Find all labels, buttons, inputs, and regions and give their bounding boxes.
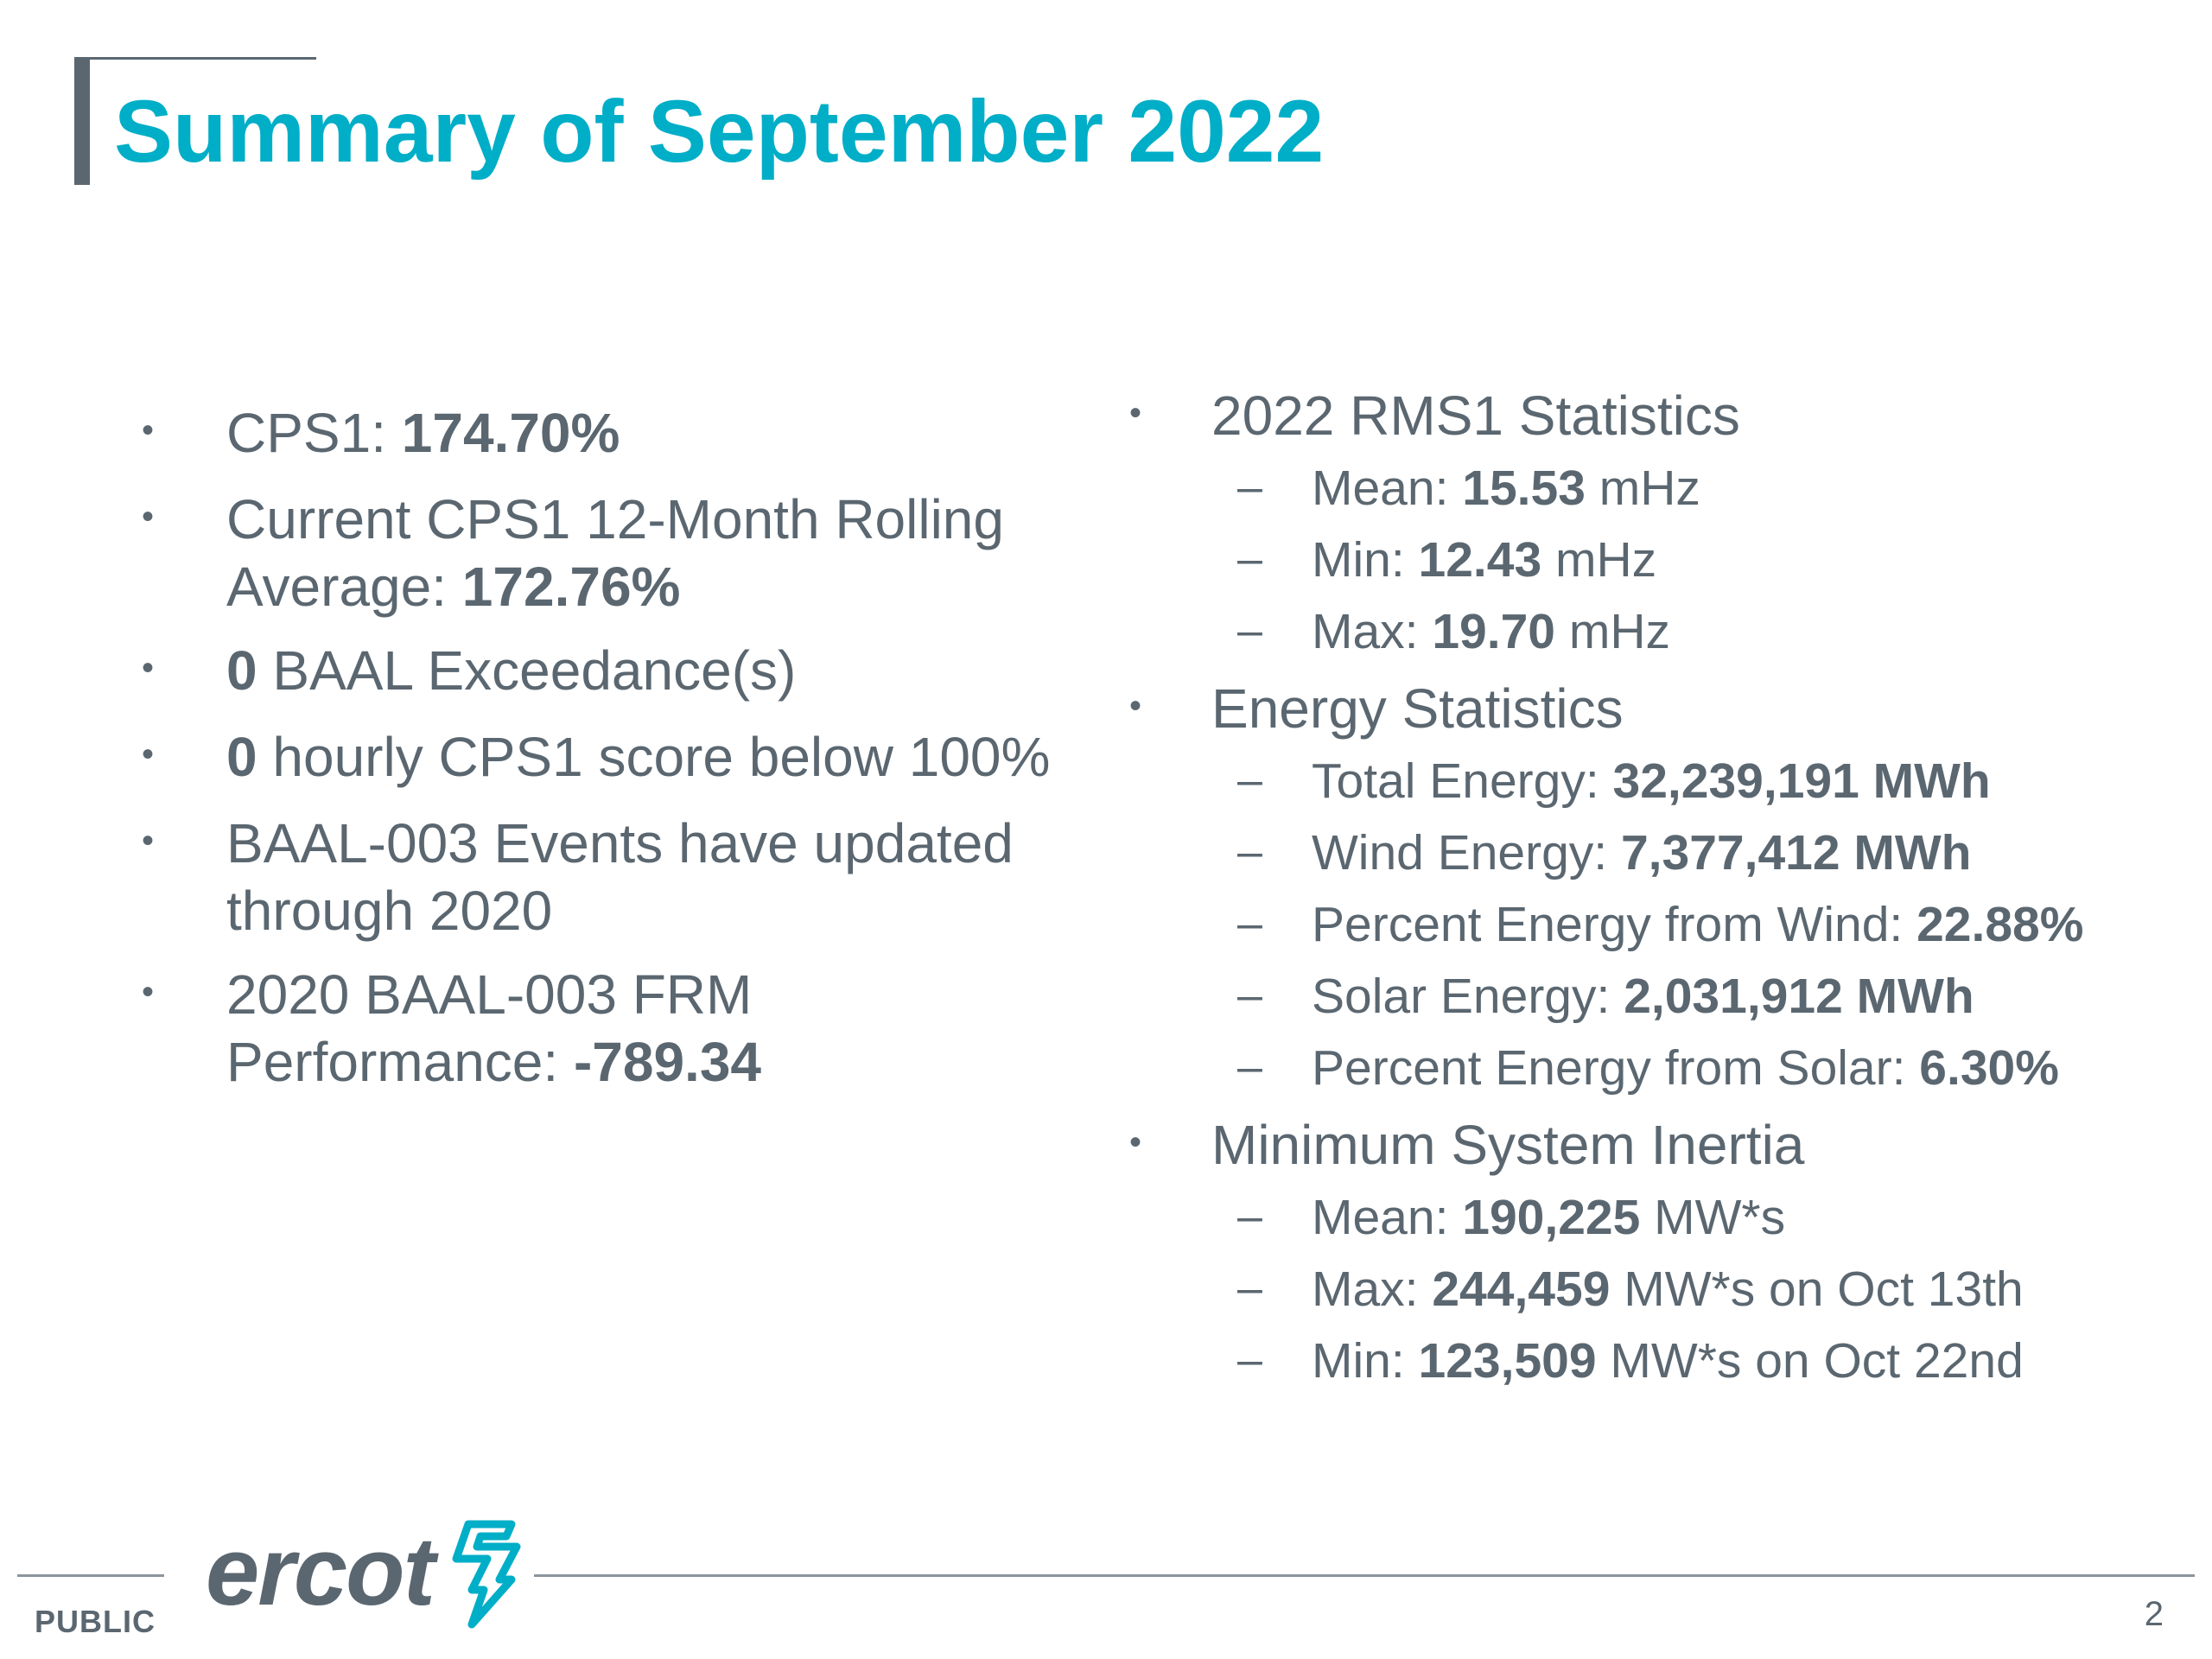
bullet-dot-icon: •	[142, 411, 155, 449]
slide-title: Summary of September 2022	[114, 82, 1325, 181]
sub-bullet-dash-icon: –	[1237, 1042, 1262, 1092]
label-text: Max:	[1312, 604, 1433, 659]
sub-bullet-dash-icon: –	[1237, 606, 1262, 656]
value-text: 0	[226, 639, 257, 702]
lightning-bolt-icon	[452, 1520, 521, 1629]
value-text: 174.70%	[401, 402, 620, 464]
label-text: Wind Energy:	[1312, 825, 1621, 880]
sub-bullet-dash-icon: –	[1237, 899, 1262, 949]
right-bullet-heading: 2022 RMS1 Statistics	[1211, 385, 1740, 447]
right-sub-bullet: Mean: 15.53 mHz	[1312, 458, 1700, 518]
label-text: Min:	[1312, 1333, 1419, 1389]
left-bullet-line: Average: 172.76%	[226, 553, 680, 620]
value-text: 15.53	[1462, 461, 1586, 516]
label-text: through 2020	[226, 880, 553, 942]
label-text: Total Energy:	[1312, 753, 1613, 809]
sub-bullet-dash-icon: –	[1237, 827, 1262, 877]
left-bullet-line: Performance: -789.34	[226, 1028, 761, 1096]
value-text: 2,031,912 MWh	[1624, 969, 1974, 1024]
right-sub-bullet: Max: 19.70 mHz	[1312, 601, 1670, 662]
sub-bullet-dash-icon: –	[1237, 534, 1262, 584]
bullet-dot-icon: •	[142, 973, 155, 1011]
right-sub-bullet: Max: 244,459 MW*s on Oct 13th	[1312, 1259, 2024, 1319]
sub-bullet-dash-icon: –	[1237, 1263, 1262, 1313]
footer-rule-right	[534, 1574, 2195, 1577]
value-text: 190,225	[1462, 1190, 1641, 1245]
label-text: Max:	[1312, 1262, 1433, 1317]
left-bullet-line: Current CPS1 12-Month Rolling	[226, 486, 1004, 553]
value-text: 22.88%	[1916, 897, 2084, 952]
bullet-dot-icon: •	[142, 498, 155, 536]
label-text: hourly CPS1 score below 100%	[257, 726, 1051, 788]
title-accent-rule	[74, 57, 316, 60]
value-text: 6.30%	[1919, 1040, 2059, 1096]
bullet-dot-icon: •	[1129, 394, 1142, 432]
label-text: MW*s on Oct 13th	[1610, 1262, 2024, 1317]
label-text: mHz	[1541, 532, 1657, 588]
bullet-dot-icon: •	[142, 822, 155, 860]
left-bullet-line: 2020 BAAL-003 FRM	[226, 961, 752, 1028]
right-bullet-heading: Energy Statistics	[1211, 677, 1624, 740]
right-bullet-heading: Minimum System Inertia	[1211, 1114, 1805, 1176]
value-text: -789.34	[573, 1031, 761, 1093]
right-sub-bullet: Percent Energy from Wind: 22.88%	[1312, 894, 2083, 955]
left-bullet-line: CPS1: 174.70%	[226, 399, 620, 467]
value-text: 32,239,191 MWh	[1612, 753, 1991, 809]
logo-wordmark: ercot	[206, 1516, 435, 1625]
value-text: 244,459	[1432, 1262, 1611, 1317]
ercot-logo: ercot	[206, 1512, 532, 1630]
right-sub-bullet: Min: 123,509 MW*s on Oct 22nd	[1312, 1331, 2024, 1391]
label-text: 2020 BAAL-003 FRM	[226, 963, 753, 1026]
right-sub-bullet: Percent Energy from Solar: 6.30%	[1312, 1038, 2059, 1098]
sub-bullet-dash-icon: –	[1237, 1335, 1262, 1385]
label-text: mHz	[1585, 461, 1700, 516]
right-sub-bullet: Solar Energy: 2,031,912 MWh	[1312, 966, 1974, 1027]
bullet-dot-icon: •	[1129, 1123, 1142, 1161]
value-text: 123,509	[1418, 1333, 1597, 1389]
sub-bullet-dash-icon: –	[1237, 462, 1262, 512]
footer-rule-left	[17, 1574, 164, 1577]
label-text: BAAL Exceedance(s)	[257, 639, 797, 702]
sub-bullet-dash-icon: –	[1237, 755, 1262, 805]
bullet-dot-icon: •	[142, 649, 155, 687]
right-sub-bullet: Mean: 190,225 MW*s	[1312, 1187, 1785, 1248]
bullet-dot-icon: •	[142, 735, 155, 773]
value-text: 12.43	[1418, 532, 1542, 588]
label-text: Mean:	[1312, 1190, 1463, 1245]
label-text: Percent Energy from Solar:	[1312, 1040, 1920, 1096]
label-text: Performance:	[226, 1031, 574, 1093]
label-text: Mean:	[1312, 461, 1463, 516]
left-bullet-line: through 2020	[226, 877, 552, 944]
page-number: 2	[2144, 1595, 2164, 1633]
label-text: MW*s	[1640, 1190, 1786, 1245]
label-text: BAAL-003 Events have updated	[226, 812, 1014, 874]
sub-bullet-dash-icon: –	[1237, 1192, 1262, 1242]
label-text: Percent Energy from Wind:	[1312, 897, 1917, 952]
label-text: mHz	[1555, 604, 1670, 659]
value-text: 172.76%	[461, 556, 681, 618]
sub-bullet-dash-icon: –	[1237, 970, 1262, 1020]
label-text: CPS1:	[226, 402, 402, 464]
footer-classification-label: PUBLIC	[35, 1604, 156, 1639]
left-bullet-line: 0 hourly CPS1 score below 100%	[226, 723, 1050, 791]
title-accent-bar	[74, 57, 90, 185]
label-text: Solar Energy:	[1312, 969, 1624, 1024]
label-text: Current CPS1 12-Month Rolling	[226, 488, 1004, 550]
value-text: 7,377,412 MWh	[1620, 825, 1972, 880]
bullet-dot-icon: •	[1129, 687, 1142, 725]
right-sub-bullet: Min: 12.43 mHz	[1312, 530, 1656, 590]
label-text: Average:	[226, 556, 462, 618]
label-text: Min:	[1312, 532, 1419, 588]
label-text: MW*s on Oct 22nd	[1596, 1333, 2024, 1389]
right-sub-bullet: Total Energy: 32,239,191 MWh	[1312, 751, 1991, 811]
value-text: 19.70	[1432, 604, 1555, 659]
left-bullet-line: BAAL-003 Events have updated	[226, 810, 1014, 877]
value-text: 0	[226, 726, 257, 788]
left-bullet-line: 0 BAAL Exceedance(s)	[226, 637, 796, 704]
right-sub-bullet: Wind Energy: 7,377,412 MWh	[1312, 823, 1972, 883]
